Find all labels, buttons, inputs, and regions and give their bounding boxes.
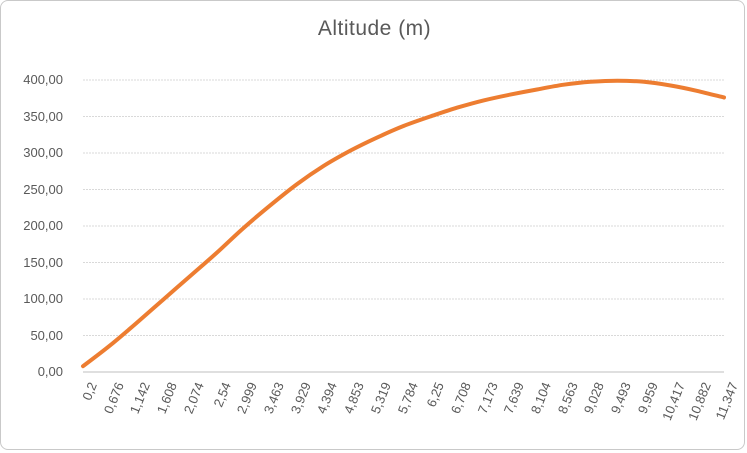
y-axis-tick-label: 0,00 [37,364,63,379]
y-axis-tick-label: 50,00 [30,327,63,343]
chart-title: Altitude (m) [317,17,432,40]
y-axis-tick-label: 350,00 [23,108,63,124]
y-axis-tick-label: 250,00 [23,181,63,197]
y-axis-tick-label: 300,00 [23,145,63,160]
y-axis-tick-label: 150,00 [23,254,63,270]
altitude-series-line [81,78,726,369]
y-axis-tick-label: 400,00 [23,72,63,87]
y-axis-tick-label: 200,00 [23,218,63,233]
y-axis-tick-label: 100,00 [23,291,63,306]
